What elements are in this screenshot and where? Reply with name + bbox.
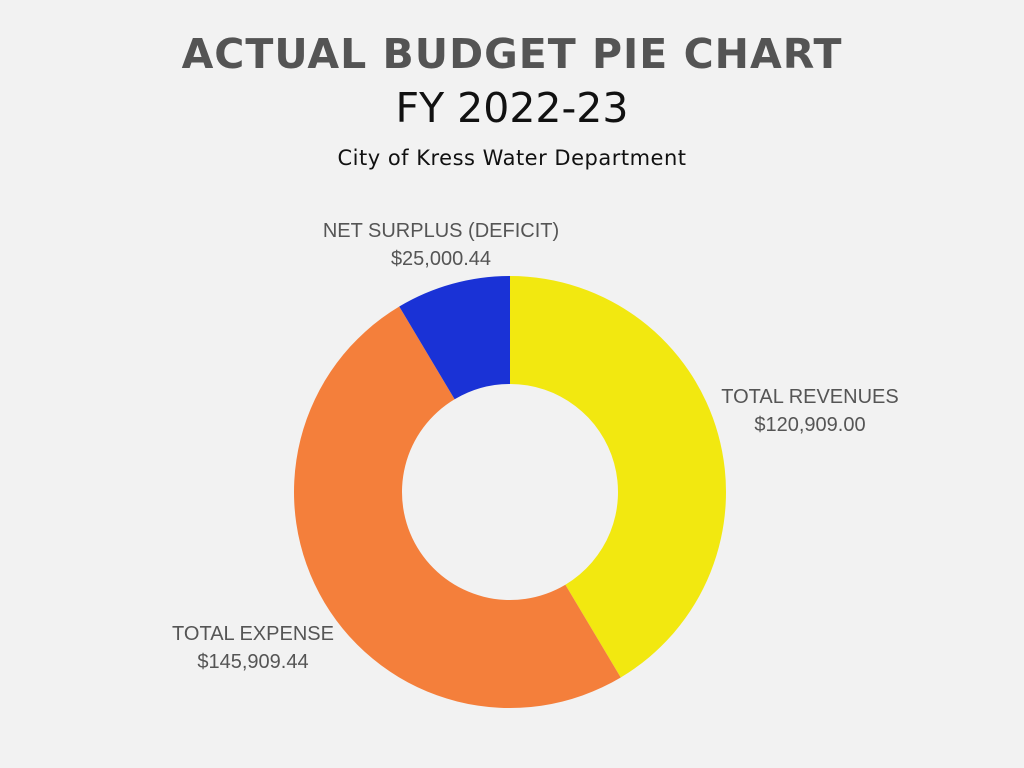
slice-total-expense bbox=[294, 306, 621, 708]
chart-subtitle: FY 2022-23 bbox=[395, 84, 629, 132]
chart-title: ACTUAL BUDGET PIE CHART bbox=[181, 30, 843, 78]
donut-slices bbox=[294, 276, 727, 708]
slice-total-revenues bbox=[510, 276, 727, 678]
slice-value-label: $145,909.44 bbox=[197, 651, 308, 673]
slice-labels: TOTAL REVENUES $120,909.00 TOTAL EXPENSE $1… bbox=[172, 220, 899, 673]
slice-value-label: $120,909.00 bbox=[754, 414, 865, 436]
slice-net-surplus-deficit bbox=[399, 276, 510, 400]
slice-category-label: TOTAL REVENUES bbox=[721, 386, 898, 408]
slice-value-label: $25,000.44 bbox=[391, 248, 491, 270]
chart-caption: City of Kress Water Department bbox=[337, 146, 687, 170]
slice-category-label: TOTAL EXPENSE bbox=[172, 623, 334, 645]
slice-category-label: NET SURPLUS (DEFICIT) bbox=[323, 220, 559, 242]
